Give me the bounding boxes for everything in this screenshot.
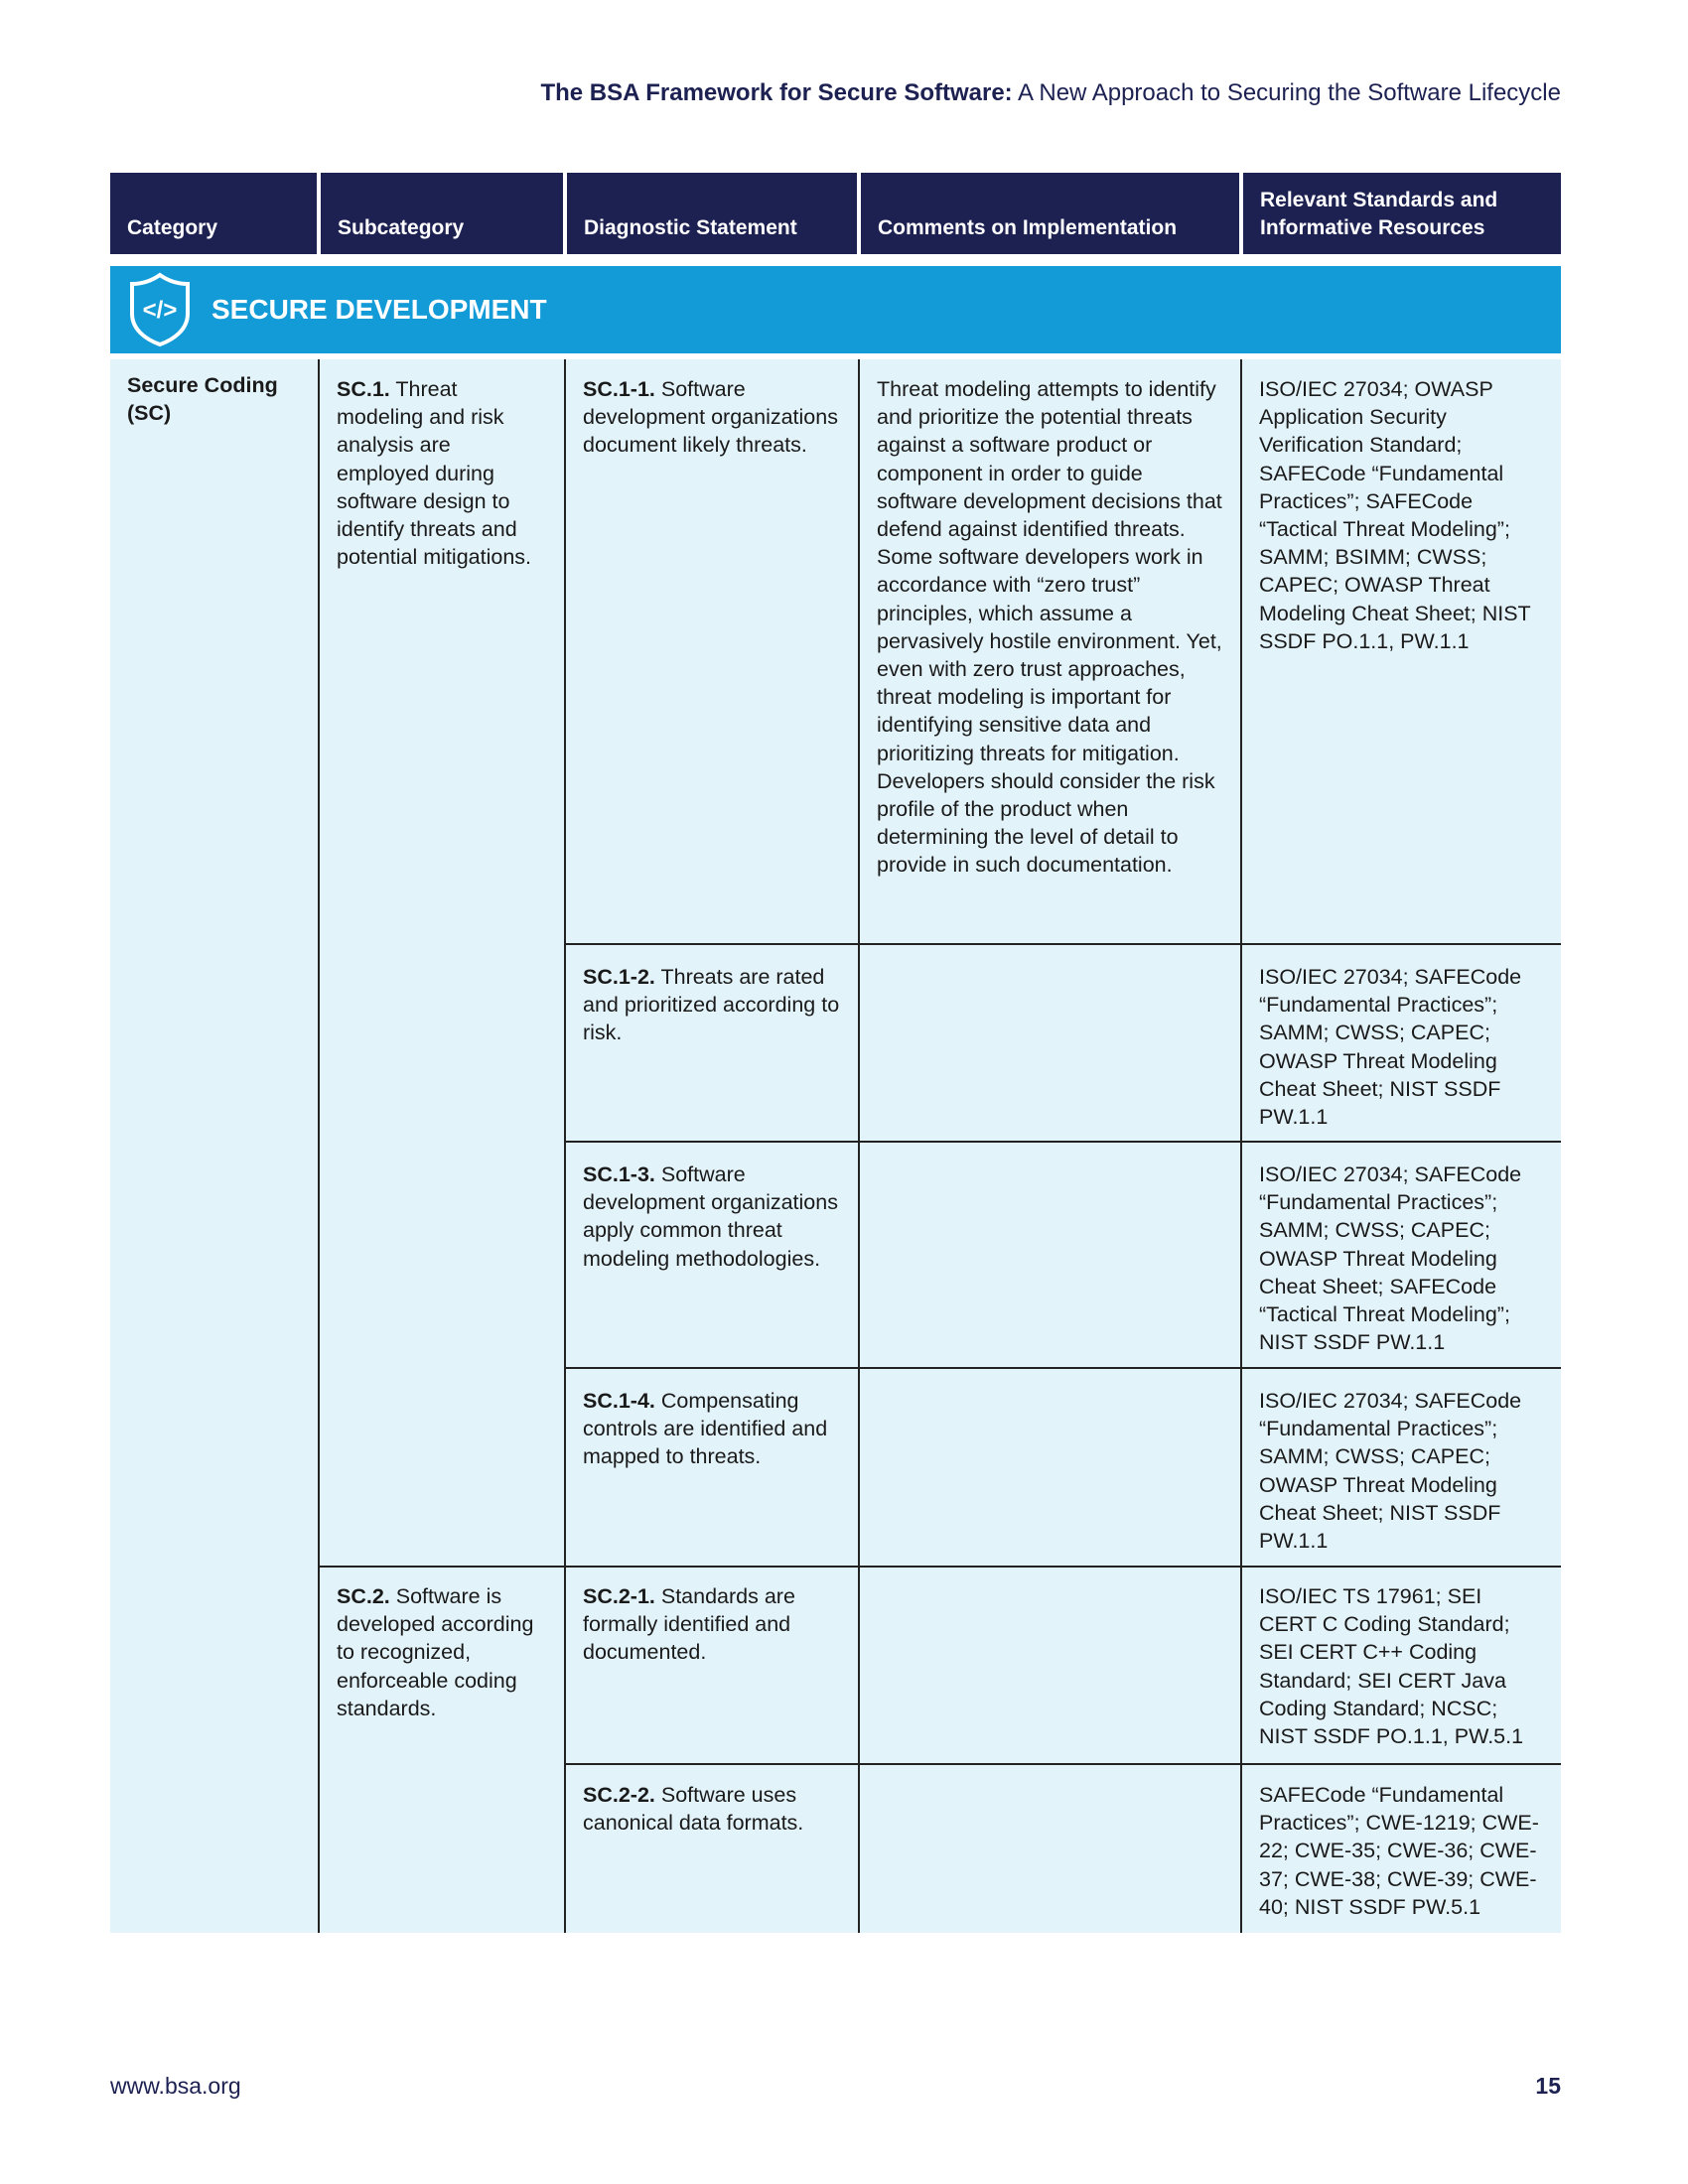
references-cell: ISO/IEC 27034; SAFECode “Fundamental Pra… [1259, 1389, 1522, 1554]
diagnostic-cell: SC.2-1. Standards are formally identifie… [583, 1584, 795, 1665]
footer-url[interactable]: www.bsa.org [110, 2073, 241, 2099]
column-header-comments: Comments on Implementation [861, 173, 1239, 254]
diagnostic-cell: SC.1-4. Compensating controls are identi… [583, 1389, 828, 1469]
category-cell: Secure Coding (SC) [127, 373, 278, 426]
svg-text:</>: </> [143, 297, 178, 324]
section-title: SECURE DEVELOPMENT [211, 294, 547, 325]
references-cell: ISO/IEC 27034; SAFECode “Fundamental Pra… [1259, 1162, 1522, 1355]
column-header-subcategory: Subcategory [321, 173, 563, 254]
diagnostic-cell: SC.1-1. Software development organizatio… [583, 377, 838, 458]
column-header-diagnostic: Diagnostic Statement [567, 173, 857, 254]
running-head: The BSA Framework for Secure Software: A… [540, 79, 1561, 106]
page-number: 15 [1535, 2073, 1561, 2099]
references-cell: ISO/IEC 27034; SAFECode “Fundamental Pra… [1259, 965, 1522, 1130]
section-band: </> SECURE DEVELOPMENT [110, 266, 1561, 353]
subcategory-cell: SC.2. Software is developed according to… [337, 1584, 534, 1720]
diagnostic-cell: SC.1-2. Threats are rated and prioritize… [583, 965, 840, 1045]
references-cell: ISO/IEC 27034; OWASP Application Securit… [1259, 377, 1531, 653]
references-cell: ISO/IEC TS 17961; SEI CERT C Coding Stan… [1259, 1584, 1524, 1749]
table-body [110, 359, 1561, 1933]
subcategory-cell: SC.1. Threat modeling and risk analysis … [337, 377, 531, 570]
diagnostic-cell: SC.1-3. Software development organizatio… [583, 1162, 838, 1271]
references-cell: SAFECode “Fundamental Practices”; CWE-12… [1259, 1783, 1539, 1919]
shield-code-icon: </> [130, 272, 190, 347]
column-header-category: Category [110, 173, 317, 254]
comments-cell: Threat modeling attempts to identify and… [877, 377, 1222, 878]
column-header-references: Relevant Standards and Informative Resou… [1243, 173, 1561, 254]
diagnostic-cell: SC.2-2. Software uses canonical data for… [583, 1783, 804, 1836]
